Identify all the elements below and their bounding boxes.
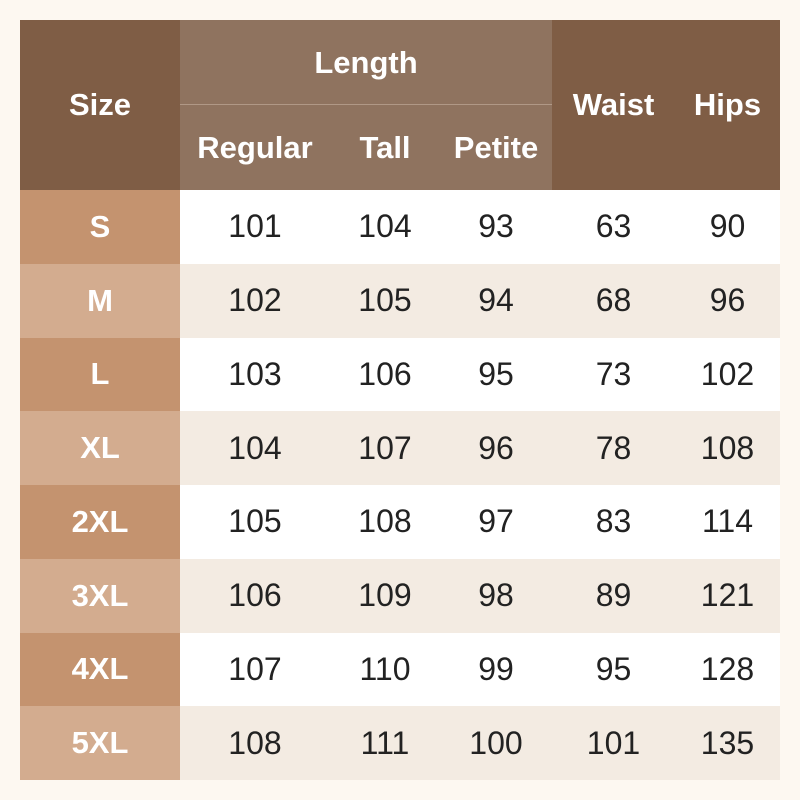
measurement: 109 — [330, 558, 440, 633]
measurement: 102 — [180, 263, 330, 338]
size-table: Size Length Regular Tall Petite Waist Hips S 101… — [20, 20, 780, 780]
measurement: 128 — [675, 632, 780, 707]
size-label: 4XL — [20, 632, 180, 707]
header-divider — [180, 104, 552, 105]
waist-header: Waist — [552, 20, 675, 190]
measurement: 78 — [552, 411, 675, 485]
measurement: 73 — [552, 337, 675, 412]
measurement: 104 — [330, 190, 440, 264]
measurement: 107 — [180, 632, 330, 707]
measurement: 105 — [180, 485, 330, 559]
length-subheader: Petite — [440, 105, 552, 190]
measurement: 105 — [330, 263, 440, 338]
measurement: 100 — [440, 706, 552, 780]
size-label: S — [20, 190, 180, 264]
measurement: 101 — [552, 706, 675, 780]
measurement: 135 — [675, 706, 780, 780]
measurement: 114 — [675, 485, 780, 559]
measurement: 111 — [330, 706, 440, 780]
measurement: 83 — [552, 485, 675, 559]
measurement: 96 — [675, 263, 780, 338]
size-label: XL — [20, 411, 180, 485]
size-label: 3XL — [20, 558, 180, 633]
size-label: M — [20, 263, 180, 338]
size-label: 2XL — [20, 485, 180, 559]
measurement: 103 — [180, 337, 330, 412]
measurement: 108 — [180, 706, 330, 780]
measurement: 99 — [440, 632, 552, 707]
measurement: 102 — [675, 337, 780, 412]
measurement: 96 — [440, 411, 552, 485]
hips-header: Hips — [675, 20, 780, 190]
measurement: 97 — [440, 485, 552, 559]
measurement: 89 — [552, 558, 675, 633]
measurement: 107 — [330, 411, 440, 485]
measurement: 108 — [675, 411, 780, 485]
size-header: Size — [20, 20, 180, 190]
measurement: 90 — [675, 190, 780, 264]
measurement: 110 — [330, 632, 440, 707]
measurement: 106 — [330, 337, 440, 412]
measurement: 108 — [330, 485, 440, 559]
size-label: 5XL — [20, 706, 180, 780]
measurement: 63 — [552, 190, 675, 264]
measurement: 101 — [180, 190, 330, 264]
length-header: Length — [180, 20, 552, 105]
measurement: 106 — [180, 558, 330, 633]
length-subheader: Regular — [180, 105, 330, 190]
measurement: 104 — [180, 411, 330, 485]
measurement: 94 — [440, 263, 552, 338]
measurement: 121 — [675, 558, 780, 633]
measurement: 95 — [552, 632, 675, 707]
measurement: 93 — [440, 190, 552, 264]
size-label: L — [20, 337, 180, 412]
measurement: 98 — [440, 558, 552, 633]
measurement: 95 — [440, 337, 552, 412]
length-subheader: Tall — [330, 105, 440, 190]
measurement: 68 — [552, 263, 675, 338]
